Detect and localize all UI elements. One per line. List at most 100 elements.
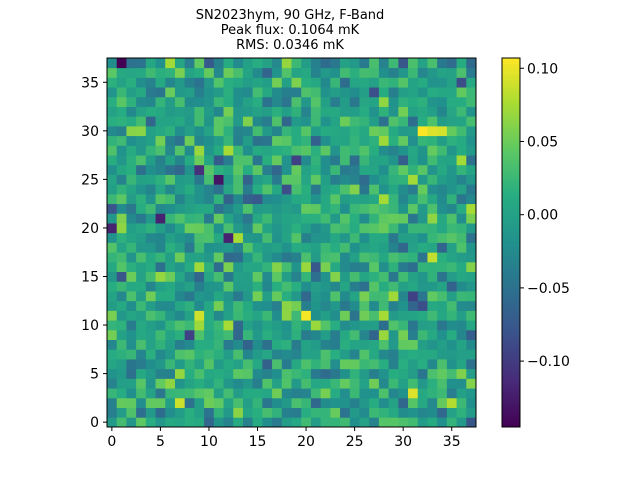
heatmap-cell xyxy=(184,116,195,127)
heatmap-cell xyxy=(204,300,215,311)
heatmap-cell xyxy=(301,77,312,88)
heatmap-cell xyxy=(252,388,263,399)
heatmap-cell xyxy=(378,106,389,117)
heatmap-cell xyxy=(145,242,156,253)
heatmap-cell xyxy=(281,223,292,234)
heatmap-cell xyxy=(310,96,322,107)
heatmap-cell xyxy=(398,359,409,370)
heatmap-cell xyxy=(359,155,370,166)
heatmap-cell xyxy=(204,407,215,418)
heatmap-cell xyxy=(369,310,380,321)
heatmap-cell xyxy=(252,203,263,214)
heatmap-cell xyxy=(437,339,448,350)
heatmap-cell xyxy=(427,203,438,214)
heatmap-cell xyxy=(466,174,477,185)
heatmap-cell xyxy=(136,223,147,234)
heatmap-cell xyxy=(204,164,215,175)
heatmap-cell xyxy=(398,291,409,302)
heatmap-cell xyxy=(145,310,156,321)
heatmap-cell xyxy=(456,339,467,350)
heatmap-cell xyxy=(136,184,147,195)
heatmap-cell xyxy=(437,87,448,98)
heatmap-cell xyxy=(116,417,127,428)
colorbar-segment xyxy=(502,424,520,428)
heatmap-cell xyxy=(136,271,147,282)
heatmap-cell xyxy=(378,397,389,408)
heatmap-cell xyxy=(116,67,127,78)
heatmap-cell xyxy=(398,174,409,185)
heatmap-cell xyxy=(398,213,409,224)
heatmap-cell xyxy=(281,242,292,253)
heatmap-cell xyxy=(194,125,205,137)
heatmap-cell xyxy=(174,281,186,292)
heatmap-cell xyxy=(116,407,127,418)
heatmap-cell xyxy=(223,378,234,389)
colorbar-segment xyxy=(502,235,520,239)
heatmap-cell xyxy=(145,417,156,428)
heatmap-cell xyxy=(408,339,419,350)
heatmap-cell xyxy=(310,349,322,360)
heatmap-cell xyxy=(262,291,273,302)
heatmap-cell xyxy=(330,203,341,214)
heatmap-cell xyxy=(155,339,166,350)
heatmap-cell xyxy=(417,174,428,185)
colorbar-segment xyxy=(502,322,520,326)
heatmap-cell xyxy=(466,96,477,107)
colorbar-segment xyxy=(502,364,520,368)
heatmap-cell xyxy=(369,339,380,350)
heatmap-cell xyxy=(437,417,448,428)
heatmap-cell xyxy=(417,252,428,263)
heatmap-cell xyxy=(272,388,283,399)
heatmap-cell xyxy=(330,359,341,370)
heatmap-cell xyxy=(126,291,137,302)
x-tick-label: 5 xyxy=(156,434,165,450)
heatmap-cell xyxy=(456,67,467,78)
colorbar-segment xyxy=(502,310,520,314)
heatmap-cell xyxy=(262,193,273,205)
heatmap-cell xyxy=(184,261,195,273)
heatmap-cell xyxy=(427,368,438,379)
heatmap-cell xyxy=(233,300,244,311)
heatmap-cell xyxy=(301,145,312,156)
x-tick-label: 30 xyxy=(394,434,412,450)
heatmap-cell xyxy=(194,339,205,350)
heatmap-cell xyxy=(174,242,186,253)
heatmap-cell xyxy=(184,174,195,185)
heatmap-cell xyxy=(340,155,351,166)
heatmap-cell xyxy=(301,388,312,399)
heatmap-cell xyxy=(466,58,477,69)
heatmap-cell xyxy=(378,407,389,418)
heatmap-cell xyxy=(466,339,477,350)
heatmap-cell xyxy=(136,203,147,214)
heatmap-cell xyxy=(116,223,127,234)
heatmap-cell xyxy=(107,155,118,166)
heatmap-cell xyxy=(369,203,380,214)
heatmap-cell xyxy=(252,145,263,156)
colorbar-segment xyxy=(502,148,520,152)
heatmap-cell xyxy=(281,232,292,243)
heatmap-cell xyxy=(262,242,273,253)
heatmap-cell xyxy=(136,135,147,146)
heatmap-cell xyxy=(223,125,234,137)
heatmap-cell xyxy=(262,203,273,214)
heatmap-cell xyxy=(446,417,457,428)
heatmap-cell xyxy=(359,271,370,282)
heatmap-cell xyxy=(417,77,428,88)
heatmap-cell xyxy=(155,261,166,273)
heatmap-cell xyxy=(340,281,351,292)
heatmap-cell xyxy=(427,58,438,69)
heatmap-cell xyxy=(369,155,380,166)
heatmap-cell xyxy=(291,87,302,98)
heatmap-cell xyxy=(155,58,166,69)
heatmap-cell xyxy=(369,193,380,205)
heatmap-cell xyxy=(320,339,331,350)
heatmap-cell xyxy=(252,378,263,389)
heatmap-cell xyxy=(320,155,331,166)
heatmap-cell xyxy=(456,116,467,127)
heatmap-cell xyxy=(427,291,438,302)
heatmap-cell xyxy=(126,67,137,78)
heatmap-cell xyxy=(136,174,147,185)
heatmap-cell xyxy=(242,67,254,78)
colorbar-segment xyxy=(502,277,520,281)
heatmap-cell xyxy=(116,300,127,311)
